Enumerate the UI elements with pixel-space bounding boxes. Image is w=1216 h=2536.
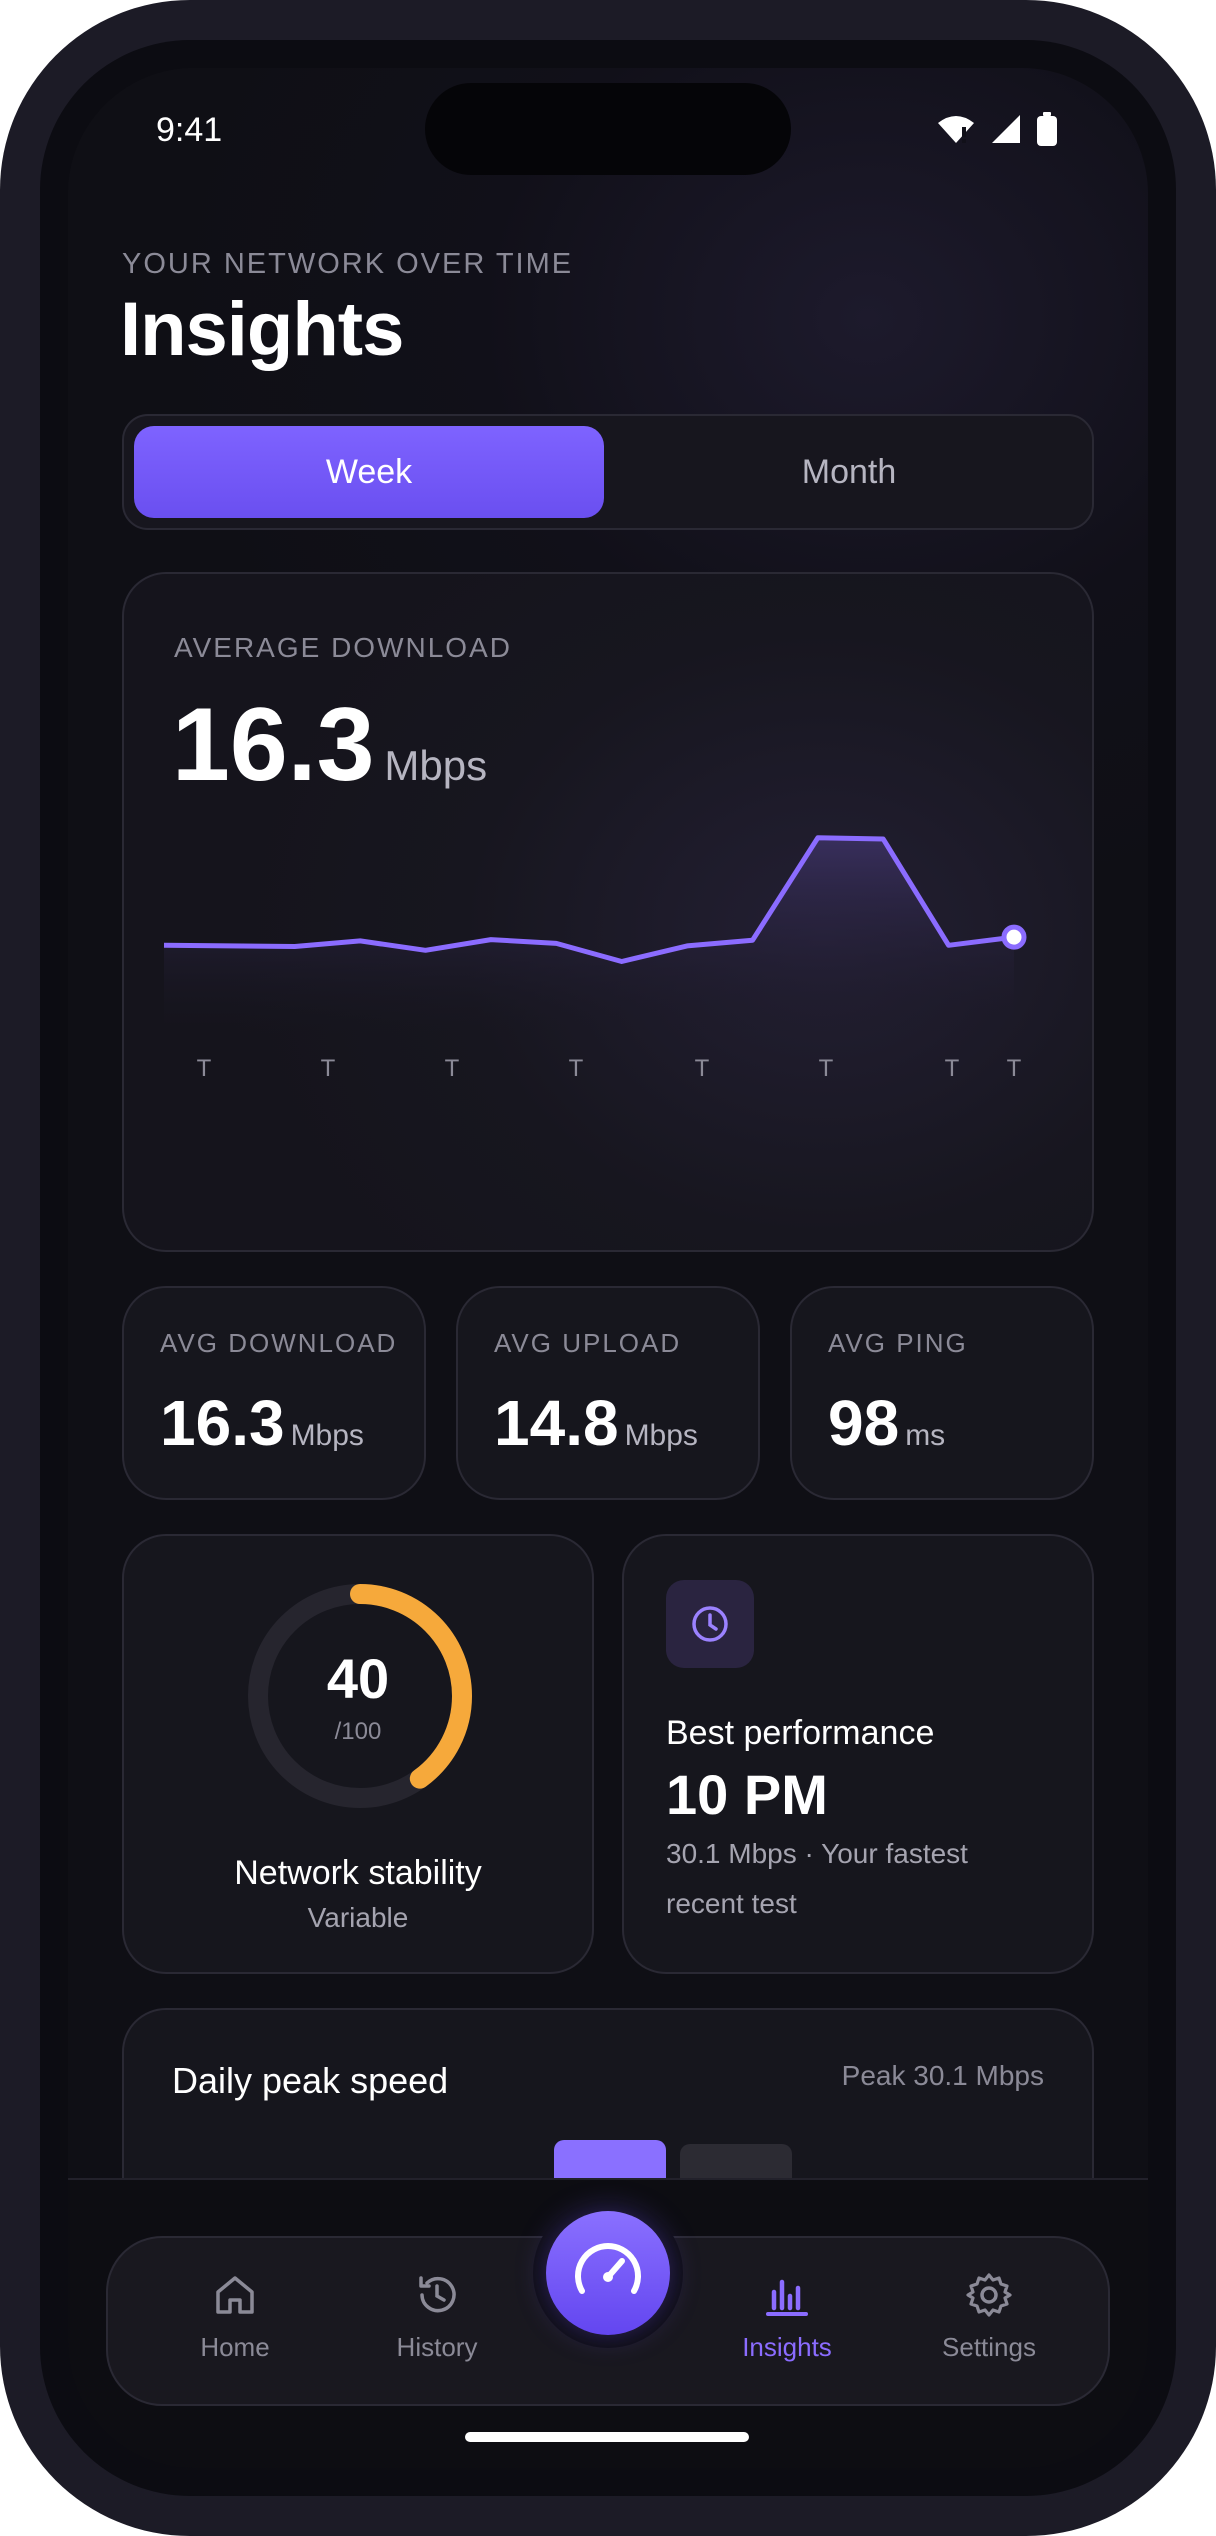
daily-peak-title: Daily peak speed	[172, 2060, 449, 2101]
x-tick-label: T	[445, 1055, 460, 1082]
stat-number: 16.3	[160, 1387, 285, 1459]
best-detail-line2: recent test	[666, 1888, 797, 1919]
clock-icon-badge	[666, 1580, 754, 1668]
toggle-month[interactable]: Month	[801, 452, 897, 491]
stat-unit: ms	[905, 1419, 946, 1452]
tab-home[interactable]: Home	[160, 2270, 310, 2363]
best-title: Best performance	[666, 1714, 935, 1752]
status-icons	[936, 112, 1058, 146]
stat-avg-upload: AVG UPLOAD 14.8 Mbps	[456, 1286, 760, 1500]
stability-gauge	[248, 1584, 472, 1808]
stat-unit: Mbps	[624, 1419, 698, 1452]
stat-value: 98 ms	[828, 1386, 945, 1460]
download-chart-card: AVERAGE DOWNLOAD 16.3 Mbps T T T T T T T T	[122, 572, 1094, 1252]
tab-label: Insights	[742, 2332, 832, 2362]
stat-label: AVG PING	[828, 1328, 968, 1358]
tab-settings[interactable]: Settings	[914, 2270, 1064, 2363]
status-time: 9:41	[156, 111, 223, 149]
chart-series-line	[163, 835, 1015, 964]
dynamic-island	[425, 83, 791, 175]
tab-label: Settings	[942, 2332, 1036, 2362]
page-eyebrow: YOUR NETWORK OVER TIME	[122, 248, 574, 280]
gear-icon	[966, 2273, 1012, 2317]
best-time: 10 PM	[666, 1763, 828, 1826]
wifi-icon	[938, 116, 974, 143]
network-stability-card[interactable]: 40 /100 Network stability Variable	[122, 1534, 594, 1974]
tab-label: History	[396, 2332, 478, 2362]
chart-area-fill	[164, 837, 1014, 1034]
stability-title: Network stability	[234, 1854, 482, 1892]
x-tick-label: T	[321, 1055, 336, 1082]
stat-avg-ping: AVG PING 98 ms	[790, 1286, 1094, 1500]
stability-max: /100	[334, 1718, 382, 1745]
speedometer-icon	[575, 2243, 641, 2294]
stat-number: 98	[828, 1387, 900, 1459]
best-detail-line1: 30.1 Mbps · Your fastest	[666, 1838, 968, 1869]
x-tick-label: T	[1007, 1055, 1022, 1082]
chart-value-unit: Mbps	[384, 742, 488, 789]
stat-label: AVG UPLOAD	[494, 1328, 682, 1358]
best-performance-card[interactable]: Best performance 10 PM 30.1 Mbps · Your …	[622, 1534, 1094, 1974]
page-title: Insights	[120, 287, 404, 372]
stat-label: AVG DOWNLOAD	[160, 1328, 398, 1358]
x-tick-label: T	[197, 1055, 212, 1082]
x-tick-label: T	[819, 1055, 834, 1082]
speed-test-button[interactable]	[546, 2211, 670, 2335]
chart-value: 16.3 Mbps	[172, 686, 487, 805]
cellular-icon	[992, 115, 1020, 143]
screen: 9:41 YOUR NETWORK OVER TIME Insights Wee…	[68, 68, 1148, 2468]
tab-history[interactable]: History	[362, 2270, 512, 2363]
stat-value: 14.8 Mbps	[494, 1386, 698, 1460]
home-icon	[216, 2276, 254, 2314]
home-indicator[interactable]	[465, 2432, 749, 2442]
history-icon	[419, 2276, 456, 2313]
stat-number: 14.8	[494, 1387, 619, 1459]
chart-end-point	[1001, 924, 1027, 950]
stat-value: 16.3 Mbps	[160, 1386, 364, 1460]
stat-unit: Mbps	[290, 1419, 364, 1452]
toggle-week[interactable]: Week	[134, 426, 604, 518]
clock-icon	[692, 1606, 728, 1642]
stability-gauge-arc	[248, 1584, 472, 1808]
stability-score: 40	[326, 1647, 390, 1710]
tab-insights[interactable]: Insights	[712, 2270, 862, 2363]
chart-label: AVERAGE DOWNLOAD	[174, 632, 512, 663]
stability-status: Variable	[307, 1902, 409, 1933]
tab-label: Home	[200, 2332, 270, 2362]
bar-chart-icon	[766, 2279, 808, 2316]
x-tick-label: T	[569, 1055, 584, 1082]
x-tick-label: T	[945, 1055, 960, 1082]
stat-avg-download: AVG DOWNLOAD 16.3 Mbps	[122, 1286, 426, 1500]
tab-bar-divider	[68, 2178, 1148, 2180]
x-tick-label: T	[695, 1055, 710, 1082]
battery-icon	[1037, 112, 1057, 146]
period-toggle: Week Month	[122, 414, 1094, 530]
daily-peak-value: Peak 30.1 Mbps	[841, 2060, 1044, 2091]
chart-value-number: 16.3	[172, 687, 375, 803]
